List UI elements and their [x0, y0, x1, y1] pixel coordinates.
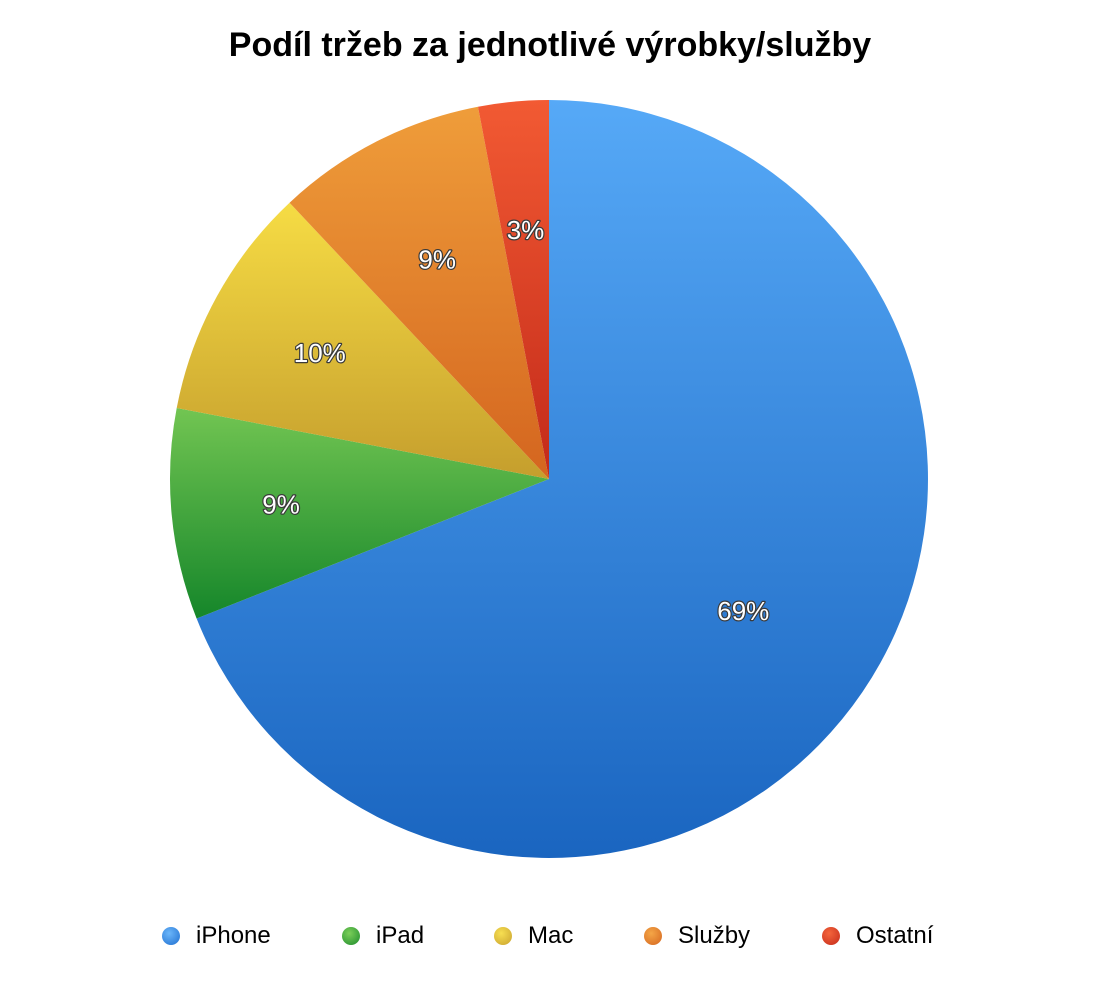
pie-slice-mac[interactable]: [176, 202, 549, 479]
legend-item-ipad[interactable]: iPad: [342, 918, 424, 954]
legend-label-ipad: iPad: [376, 922, 425, 949]
legend-swatch-mac: [494, 927, 512, 945]
legend-swatch-ipad: [342, 927, 360, 945]
legend-item-ostatni[interactable]: Ostatní: [822, 918, 933, 954]
slice-label-iphone: 69%: [717, 596, 769, 626]
pie-slice-ipad[interactable]: [169, 407, 550, 619]
legend-label-ostatni: Ostatní: [856, 922, 934, 949]
slice-label-ipad: 9%: [262, 489, 300, 519]
legend-swatch-ostatni: [822, 927, 840, 945]
legend-item-sluzby[interactable]: Služby: [644, 918, 750, 954]
pie-chart: 69% 9% 10% 9% 3%: [169, 100, 928, 859]
slice-label-sluzby: 9%: [418, 245, 456, 275]
legend-item-mac[interactable]: Mac: [494, 918, 573, 954]
legend: iPhone iPad Mac Služby Ostatní: [0, 918, 1100, 954]
legend-swatch-iphone: [162, 927, 180, 945]
legend-label-mac: Mac: [528, 922, 574, 949]
legend-label-sluzby: Služby: [678, 922, 751, 949]
legend-item-iphone[interactable]: iPhone: [162, 918, 271, 954]
pie-slice-sluzby[interactable]: [289, 106, 549, 480]
pie-slice-iphone[interactable]: [196, 100, 928, 859]
pie-slice-ostatni[interactable]: [477, 100, 549, 479]
legend-label-iphone: iPhone: [196, 922, 271, 949]
slice-label-mac: 10%: [294, 338, 346, 368]
chart-title: Podíl tržeb za jednotlivé výrobky/služby: [228, 26, 872, 64]
legend-swatch-sluzby: [644, 927, 662, 945]
slice-label-ostatni: 3%: [507, 215, 545, 245]
